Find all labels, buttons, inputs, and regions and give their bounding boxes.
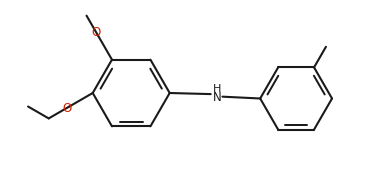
Text: H: H xyxy=(213,84,221,94)
Text: O: O xyxy=(62,102,72,115)
Text: N: N xyxy=(213,91,222,104)
Text: O: O xyxy=(92,26,101,39)
